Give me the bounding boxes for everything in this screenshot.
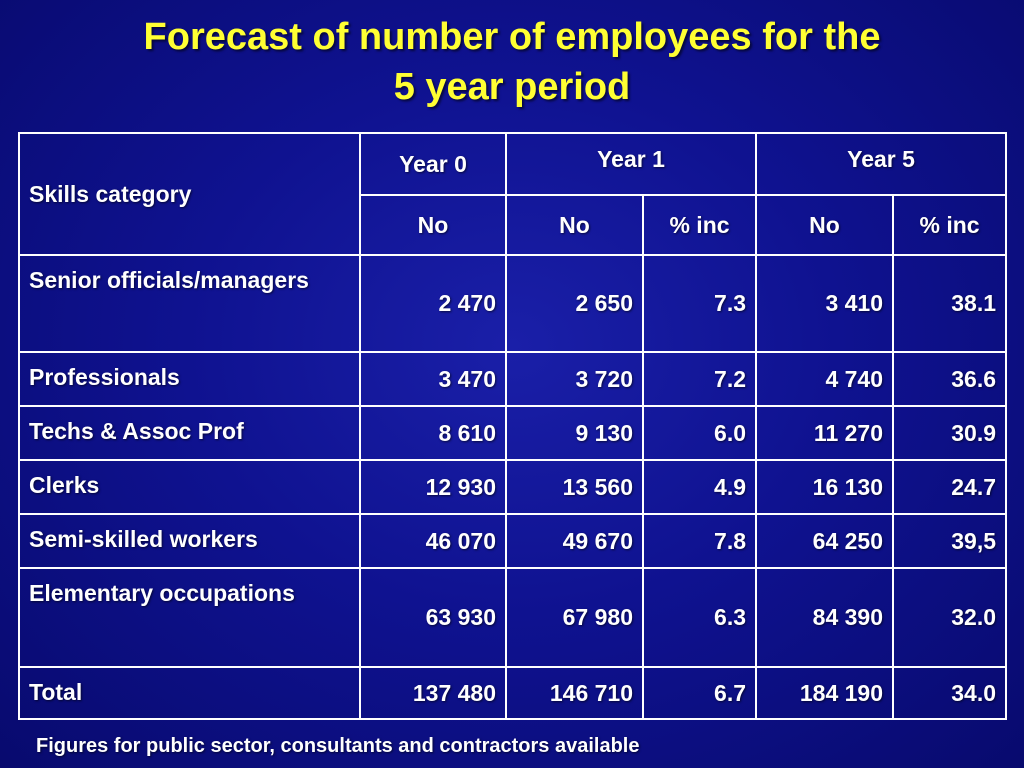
- cell-year-5-pct: 39,5: [892, 513, 1008, 569]
- header-year-1-no: No: [505, 194, 644, 256]
- row-category: Total: [18, 666, 361, 720]
- table-row: Semi-skilled workers 46 070 49 670 7.8 6…: [18, 513, 1008, 569]
- cell-year-1-no: 67 980: [505, 567, 644, 668]
- cell-year-5-no: 184 190: [755, 666, 895, 720]
- cell-year-0-no: 137 480: [359, 666, 507, 720]
- cell-year-5-no: 84 390: [755, 567, 895, 668]
- table-row: Senior officials/managers 2 470 2 650 7.…: [18, 254, 1008, 353]
- table-row: Professionals 3 470 3 720 7.2 4 740 36.6: [18, 351, 1008, 407]
- header-year-0: Year 0: [359, 132, 507, 196]
- header-skills-category: Skills category: [18, 132, 361, 256]
- table-row: Elementary occupations 63 930 67 980 6.3…: [18, 567, 1008, 668]
- row-category: Senior officials/managers: [18, 254, 361, 353]
- cell-year-5-no: 4 740: [755, 351, 895, 407]
- cell-year-1-pct: 7.3: [641, 254, 758, 353]
- header-year-5-pct-inc: % inc: [892, 194, 1008, 256]
- cell-year-1-pct: 6.3: [641, 567, 758, 668]
- cell-year-1-pct: 7.2: [641, 351, 758, 407]
- cell-year-1-no: 3 720: [505, 351, 644, 407]
- header-row-years: Skills category Year 0 Year 1 Year 5: [18, 132, 1008, 256]
- header-year-5: Year 5: [755, 132, 1008, 196]
- cell-year-5-pct: 30.9: [892, 405, 1008, 461]
- employee-forecast-table: Skills category Year 0 Year 1 Year 5 No …: [18, 132, 1008, 720]
- table-row: Clerks 12 930 13 560 4.9 16 130 24.7: [18, 459, 1008, 515]
- header-row-columns: No No % inc No % inc: [19, 194, 1008, 256]
- cell-year-1-pct: 4.9: [641, 459, 758, 515]
- row-category: Elementary occupations: [18, 567, 361, 668]
- cell-year-5-pct: 38.1: [892, 254, 1008, 353]
- table-row-total: Total 137 480 146 710 6.7 184 190 34.0: [18, 666, 1008, 720]
- header-year-5-no: No: [755, 194, 895, 256]
- slide-title: Forecast of number of employees for the …: [0, 12, 1024, 112]
- cell-year-5-pct: 36.6: [892, 351, 1008, 407]
- header-year-1-pct-inc: % inc: [641, 194, 758, 256]
- cell-year-5-no: 3 410: [755, 254, 895, 353]
- cell-year-5-pct: 34.0: [892, 666, 1008, 720]
- table-row: Techs & Assoc Prof 8 610 9 130 6.0 11 27…: [18, 405, 1008, 461]
- cell-year-1-pct: 7.8: [641, 513, 758, 569]
- footnote: Figures for public sector, consultants a…: [36, 735, 640, 757]
- cell-year-0-no: 8 610: [359, 405, 507, 461]
- cell-year-1-pct: 6.7: [641, 666, 758, 720]
- row-category: Semi-skilled workers: [18, 513, 361, 569]
- row-category: Techs & Assoc Prof: [18, 405, 361, 461]
- cell-year-1-pct: 6.0: [641, 405, 758, 461]
- cell-year-5-no: 16 130: [755, 459, 895, 515]
- cell-year-0-no: 46 070: [359, 513, 507, 569]
- cell-year-0-no: 2 470: [359, 254, 507, 353]
- cell-year-5-no: 11 270: [755, 405, 895, 461]
- header-year-1: Year 1: [504, 132, 758, 196]
- cell-year-0-no: 12 930: [359, 459, 507, 515]
- cell-year-0-no: 3 470: [359, 351, 507, 407]
- header-year-0-no: No: [359, 194, 507, 256]
- row-category: Clerks: [18, 459, 361, 515]
- cell-year-1-no: 2 650: [505, 254, 644, 353]
- slide-title-line-2: 5 year period: [393, 66, 631, 108]
- cell-year-1-no: 9 130: [505, 405, 644, 461]
- row-category: Professionals: [18, 351, 361, 407]
- cell-year-5-no: 64 250: [755, 513, 895, 569]
- cell-year-5-pct: 32.0: [892, 567, 1008, 668]
- slide-title-line-1: Forecast of number of employees for the: [143, 16, 881, 58]
- cell-year-5-pct: 24.7: [892, 459, 1008, 515]
- cell-year-1-no: 13 560: [505, 459, 644, 515]
- cell-year-1-no: 49 670: [505, 513, 644, 569]
- cell-year-0-no: 63 930: [359, 567, 507, 668]
- cell-year-1-no: 146 710: [505, 666, 644, 720]
